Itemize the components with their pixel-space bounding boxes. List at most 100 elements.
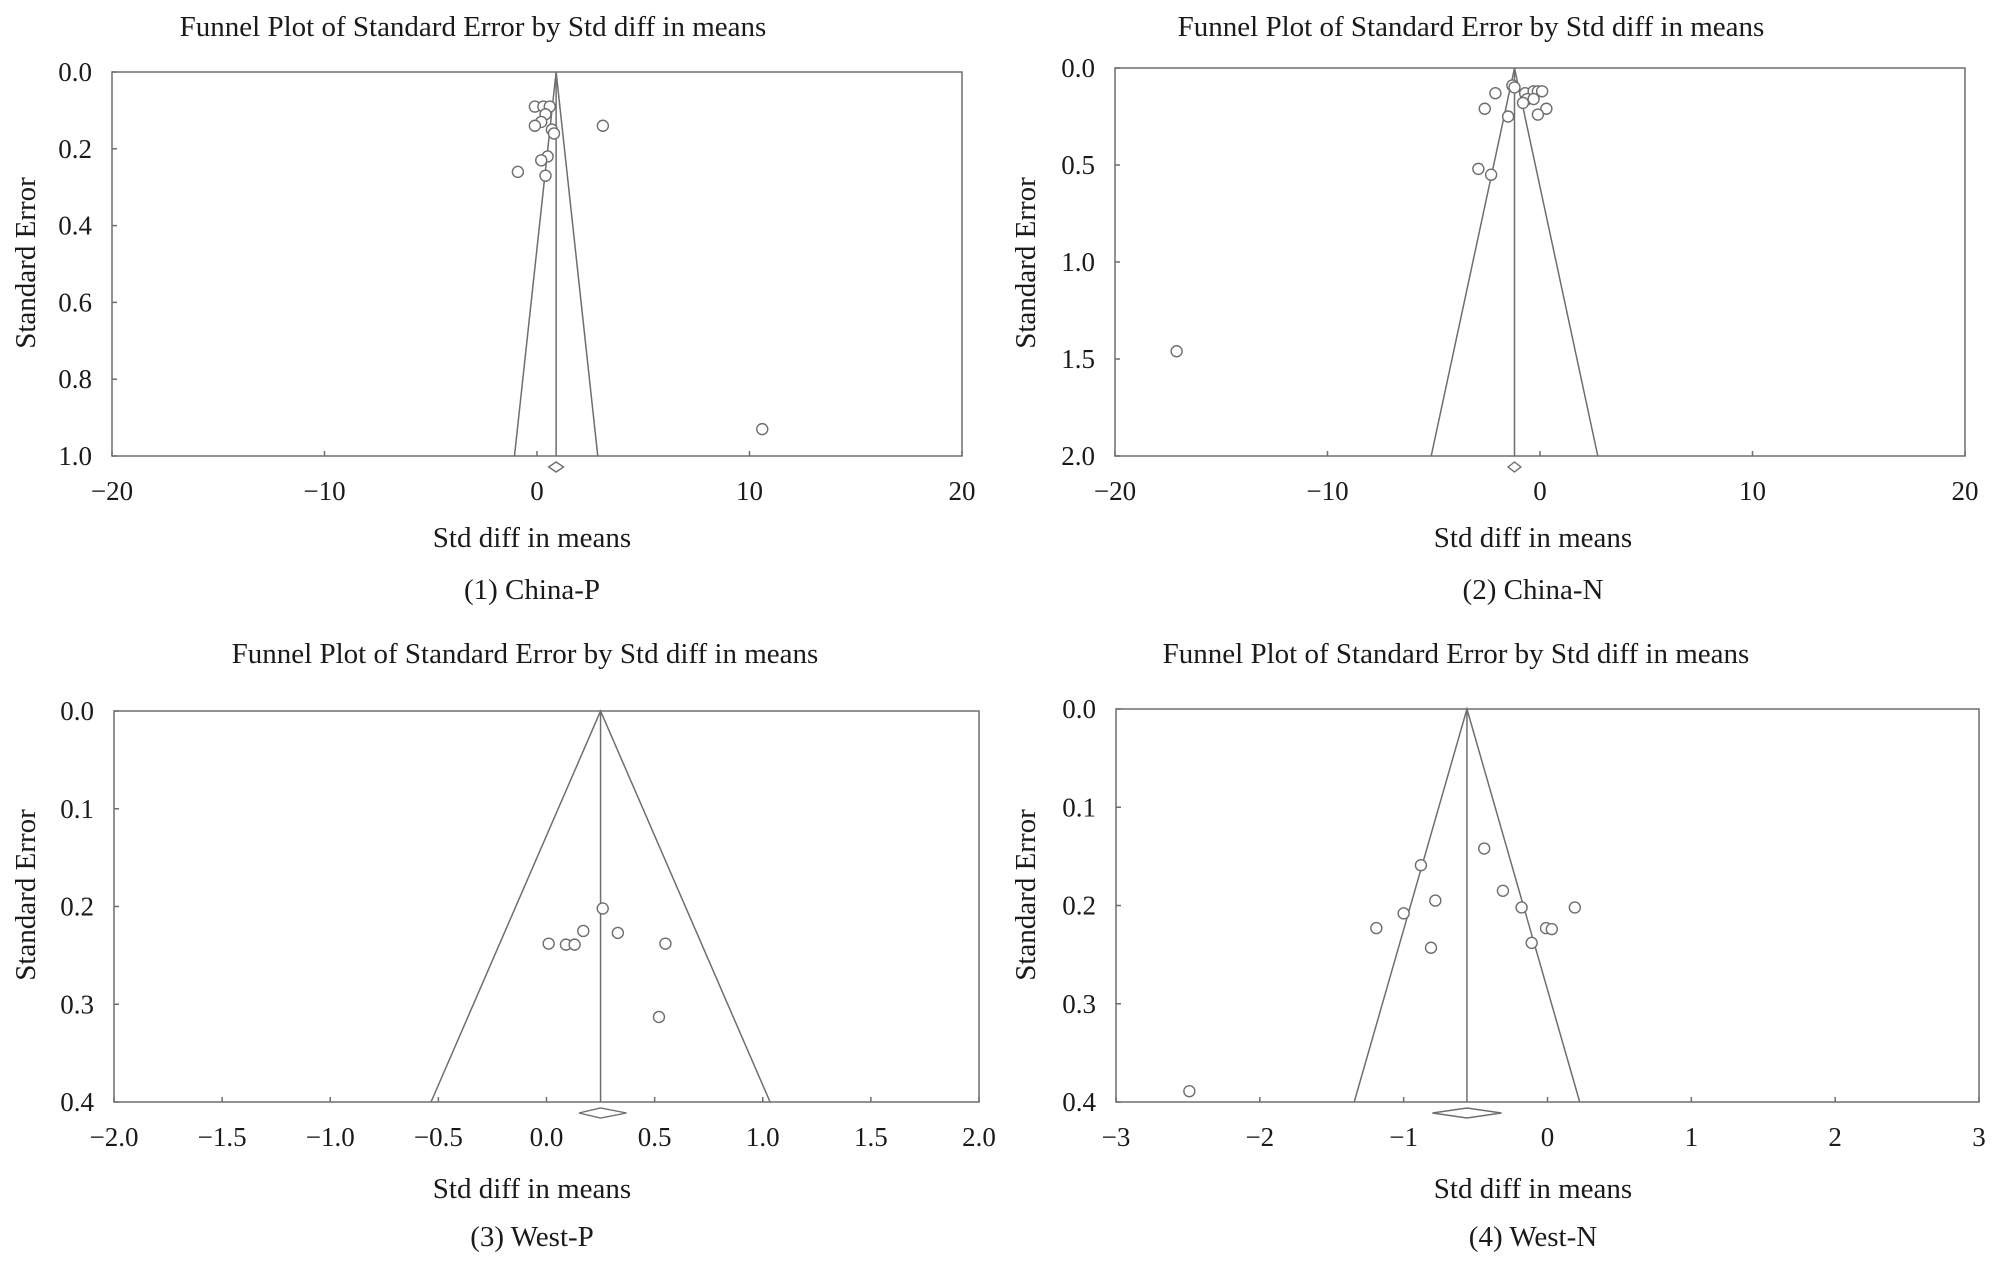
study-point: [535, 154, 548, 167]
x-tick-label: 20: [949, 476, 976, 506]
study-point: [596, 902, 609, 915]
x-tick-label: −1.5: [198, 1122, 247, 1152]
chart-title: Funnel Plot of Standard Error by Std dif…: [232, 638, 819, 670]
x-tick-label: 1.0: [746, 1122, 780, 1152]
y-tick-label: 1.5: [1061, 344, 1095, 374]
x-tick-label: 3: [1972, 1122, 1986, 1152]
chart-title: Funnel Plot of Standard Error by Std dif…: [1178, 11, 1765, 43]
x-tick-label: −20: [1094, 476, 1136, 506]
y-tick-label: 0.0: [58, 57, 92, 87]
funnel-chart-west-p: Funnel Plot of Standard Error by Std dif…: [10, 638, 996, 1253]
y-tick-label: 0.2: [1062, 891, 1096, 921]
y-axis-label: Standard Error: [1010, 177, 1042, 349]
panel-caption: (3) West-P: [470, 1221, 594, 1253]
funnel-panel-china-n: Funnel Plot of Standard Error by Std dif…: [1000, 0, 2000, 632]
study-point: [1370, 921, 1383, 935]
y-tick-label: 0.1: [1062, 792, 1096, 822]
study-point: [1540, 102, 1553, 115]
x-tick-label: −2: [1245, 1122, 1274, 1152]
x-axis-label: Std diff in means: [1434, 1173, 1632, 1205]
study-point: [568, 938, 581, 951]
y-tick-label: 0.5: [1061, 150, 1095, 180]
study-point: [611, 926, 625, 940]
plot-marks: −3 −2 −1 0 1 2 3 0.0 0.1 0.2 0.3 0.4: [1062, 694, 1986, 1152]
y-tick-label: 0.0: [60, 696, 94, 726]
plot-frame: [1115, 708, 1980, 1103]
y-tick-label: 2.0: [1061, 441, 1095, 471]
study-point: [528, 119, 542, 132]
x-tick-label: −2.0: [90, 1122, 139, 1152]
x-tick-label: 0: [530, 476, 544, 506]
study-point: [1545, 922, 1559, 936]
funnel-panel-west-p: Funnel Plot of Standard Error by Std dif…: [0, 633, 1000, 1265]
y-tick-label: 1.0: [1061, 247, 1095, 277]
funnel-chart-china-n: Funnel Plot of Standard Error by Std dif…: [1010, 11, 1979, 606]
x-tick-label: 20: [1952, 476, 1979, 506]
x-tick-label: 0: [1541, 1122, 1555, 1152]
funnel-panel-china-p: Funnel Plot of Standard Error by Std dif…: [0, 0, 1000, 632]
chart-title: Funnel Plot of Standard Error by Std dif…: [180, 11, 767, 43]
study-point: [1531, 108, 1545, 121]
study-point: [1525, 936, 1538, 950]
funnel-panel-west-n: Funnel Plot of Standard Error by Std dif…: [1000, 633, 2000, 1265]
plot-marks: −20 −10 0 10 20 0.0 0.5 1.0 1.5 2.0: [1061, 53, 1978, 506]
study-point: [1414, 859, 1428, 872]
study-point: [511, 165, 525, 179]
panel-caption: (2) China-N: [1463, 574, 1604, 606]
study-point: [577, 924, 590, 938]
pooled-diamond: [578, 1107, 627, 1119]
study-point: [1170, 345, 1183, 358]
y-tick-label: 0.1: [60, 794, 94, 824]
y-tick-label: 0.6: [58, 287, 92, 317]
study-point: [542, 937, 555, 950]
study-point: [1397, 907, 1410, 920]
panel-caption: (1) China-P: [464, 574, 600, 606]
study-point: [539, 169, 552, 182]
x-tick-label: 0.5: [638, 1122, 672, 1152]
x-tick-label: 2.0: [962, 1122, 996, 1152]
y-tick-label: 0.8: [58, 364, 92, 394]
y-tick-label: 0.0: [1061, 53, 1095, 83]
x-tick-label: −1.0: [306, 1122, 355, 1152]
pooled-diamond: [1432, 1107, 1502, 1119]
study-point: [1478, 102, 1491, 115]
y-tick-label: 0.0: [1062, 694, 1096, 724]
chart-title: Funnel Plot of Standard Error by Std dif…: [1163, 638, 1750, 670]
study-point: [1515, 901, 1528, 914]
x-tick-label: −10: [1306, 476, 1348, 506]
pooled-diamond: [1506, 461, 1523, 473]
study-point: [1478, 842, 1491, 855]
study-point: [1183, 1084, 1196, 1098]
study-point: [1516, 96, 1530, 110]
y-tick-label: 0.3: [60, 989, 94, 1019]
x-axis-label: Std diff in means: [1434, 522, 1632, 554]
y-tick-label: 1.0: [58, 441, 92, 471]
study-point: [1484, 168, 1498, 181]
funnel-chart-china-p: Funnel Plot of Standard Error by Std dif…: [10, 11, 976, 606]
x-axis-label: Std diff in means: [433, 522, 631, 554]
study-point: [1508, 81, 1521, 94]
study-point: [659, 937, 672, 950]
y-tick-label: 0.4: [58, 211, 92, 241]
plot-frame: [1114, 67, 1966, 457]
study-point: [1429, 894, 1442, 907]
study-point: [547, 127, 561, 140]
x-tick-label: 0.0: [530, 1122, 564, 1152]
study-point: [1489, 87, 1502, 100]
study-point: [1424, 941, 1438, 954]
study-point: [1501, 110, 1515, 123]
x-tick-label: 1.5: [854, 1122, 888, 1152]
x-tick-label: 10: [736, 476, 763, 506]
y-tick-label: 0.4: [1062, 1087, 1096, 1117]
study-point: [1535, 85, 1549, 98]
x-tick-label: −10: [303, 476, 345, 506]
y-tick-label: 0.3: [1062, 989, 1096, 1019]
x-axis-label: Std diff in means: [433, 1173, 631, 1205]
x-tick-label: −0.5: [414, 1122, 463, 1152]
y-axis-label: Standard Error: [10, 177, 42, 349]
x-tick-label: −3: [1102, 1122, 1131, 1152]
x-tick-label: −20: [91, 476, 133, 506]
study-point: [1568, 901, 1582, 914]
panel-caption: (4) West-N: [1469, 1221, 1597, 1253]
